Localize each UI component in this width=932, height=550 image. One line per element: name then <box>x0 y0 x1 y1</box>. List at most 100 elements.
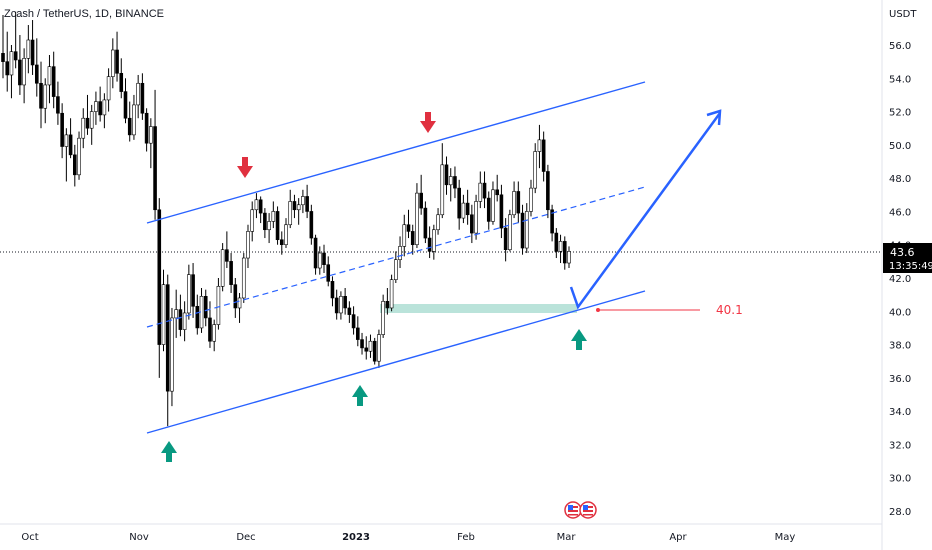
candle-body[interactable] <box>512 191 516 216</box>
candle-body[interactable] <box>89 111 94 129</box>
candle-body[interactable] <box>208 317 212 342</box>
candle-body[interactable] <box>364 347 369 352</box>
candle-body[interactable] <box>465 202 470 216</box>
candle-body[interactable] <box>165 284 170 392</box>
candle-body[interactable] <box>246 231 250 259</box>
candle-body[interactable] <box>440 164 445 216</box>
candle-body[interactable] <box>127 117 132 136</box>
candle-body[interactable] <box>94 101 98 112</box>
candle-body[interactable] <box>106 76 111 101</box>
candle-body[interactable] <box>360 339 364 349</box>
candle-body[interactable] <box>567 251 571 264</box>
channel-upper-line[interactable] <box>146 81 646 224</box>
candle-body[interactable] <box>39 82 43 109</box>
channel-lower-line[interactable] <box>146 290 646 434</box>
candle-body[interactable] <box>317 252 322 269</box>
candle-body[interactable] <box>187 274 191 314</box>
candle-body[interactable] <box>457 187 461 219</box>
candle-body[interactable] <box>1 53 5 62</box>
candle-body[interactable] <box>73 154 77 176</box>
candle-body[interactable] <box>520 212 525 249</box>
candle-body[interactable] <box>368 340 373 352</box>
candle-body[interactable] <box>305 196 309 212</box>
candle-body[interactable] <box>288 201 293 226</box>
candle-body[interactable] <box>402 224 407 247</box>
candle-body[interactable] <box>111 49 115 77</box>
candle-body[interactable] <box>347 307 352 315</box>
candle-body[interactable] <box>174 309 178 319</box>
candle-body[interactable] <box>482 182 487 199</box>
candle-body[interactable] <box>444 164 449 186</box>
candle-body[interactable] <box>30 39 35 66</box>
candle-body[interactable] <box>436 214 440 231</box>
candle-body[interactable] <box>461 202 466 219</box>
candle-body[interactable] <box>77 137 81 176</box>
candle-body[interactable] <box>157 209 162 345</box>
candle-body[interactable] <box>470 214 474 234</box>
candle-body[interactable] <box>233 284 238 309</box>
candle-body[interactable] <box>406 224 411 232</box>
candle-body[interactable] <box>292 201 297 211</box>
candle-body[interactable] <box>263 212 267 231</box>
candle-body[interactable] <box>448 176 453 186</box>
candle-body[interactable] <box>398 246 402 260</box>
candle-body[interactable] <box>13 51 18 61</box>
candle-body[interactable] <box>529 187 533 212</box>
candle-body[interactable] <box>537 139 542 152</box>
candle-body[interactable] <box>34 64 39 84</box>
candle-body[interactable] <box>237 297 242 309</box>
candle-body[interactable] <box>562 241 567 264</box>
candle-body[interactable] <box>56 96 60 114</box>
candle-body[interactable] <box>330 281 335 299</box>
candle-body[interactable] <box>140 82 145 114</box>
candle-body[interactable] <box>491 189 495 222</box>
candle-body[interactable] <box>216 286 221 325</box>
candle-body[interactable] <box>474 201 478 234</box>
candle-body[interactable] <box>296 204 301 211</box>
candle-body[interactable] <box>123 91 128 119</box>
candle-body[interactable] <box>313 237 318 269</box>
candle-body[interactable] <box>267 221 271 231</box>
down-arrow-icon[interactable] <box>420 112 436 133</box>
candle-body[interactable] <box>503 227 508 251</box>
candle-body[interactable] <box>508 214 512 251</box>
candle-body[interactable] <box>419 192 423 209</box>
candle-body[interactable] <box>68 134 73 156</box>
candle-body[interactable] <box>203 296 208 319</box>
candle-body[interactable] <box>377 334 381 362</box>
candle-body[interactable] <box>334 297 339 314</box>
candle-body[interactable] <box>339 296 343 314</box>
up-arrow-icon[interactable] <box>161 441 177 462</box>
candle-body[interactable] <box>495 189 499 196</box>
projection-path[interactable] <box>569 112 722 310</box>
candle-body[interactable] <box>381 300 385 335</box>
candle-body[interactable] <box>541 139 546 172</box>
candle-body[interactable] <box>427 237 432 252</box>
candle-body[interactable] <box>136 82 140 106</box>
candle-body[interactable] <box>554 232 559 252</box>
candle-body[interactable] <box>410 231 415 246</box>
us-flag-event-icon[interactable] <box>579 501 597 519</box>
candle-body[interactable] <box>81 117 86 139</box>
candle-body[interactable] <box>394 259 398 280</box>
candle-body[interactable] <box>533 151 538 189</box>
candle-body[interactable] <box>258 199 263 214</box>
up-arrow-icon[interactable] <box>352 385 368 406</box>
candle-body[interactable] <box>22 58 26 86</box>
candle-body[interactable] <box>149 126 153 144</box>
candle-body[interactable] <box>119 72 124 92</box>
candle-body[interactable] <box>309 211 314 239</box>
down-arrow-icon[interactable] <box>237 157 253 178</box>
price-axis[interactable]: 28.030.032.034.036.038.040.042.044.046.0… <box>889 41 911 518</box>
candle-body[interactable] <box>191 274 195 307</box>
candle-body[interactable] <box>453 176 457 189</box>
candle-body[interactable] <box>132 104 136 136</box>
candle-body[interactable] <box>153 126 157 211</box>
candle-body[interactable] <box>486 197 491 222</box>
candle-body[interactable] <box>250 209 255 232</box>
candle-body[interactable] <box>161 284 166 345</box>
candle-body[interactable] <box>546 171 550 211</box>
candle-body[interactable] <box>516 191 521 214</box>
candle-body[interactable] <box>558 241 563 252</box>
